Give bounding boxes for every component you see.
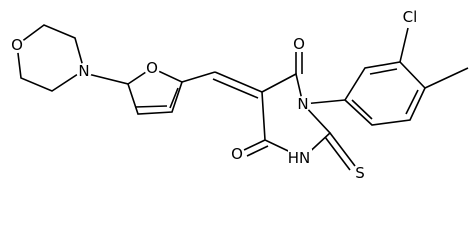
atom-label: O: [231, 145, 243, 163]
atom-label: N: [297, 95, 308, 113]
atom-label: O: [146, 59, 158, 77]
atom-label: N: [78, 62, 89, 80]
bonds: [16, 24, 469, 171]
molecule: O N O O N Cl O HN S: [9, 8, 469, 182]
atom-label: HN: [288, 149, 311, 167]
atom-labels: O N O O N Cl O HN S: [9, 8, 421, 182]
atom-label: O: [11, 36, 23, 54]
atom-label: S: [355, 164, 365, 182]
atom-label: O: [293, 35, 305, 53]
atom-label: Cl: [403, 8, 418, 26]
